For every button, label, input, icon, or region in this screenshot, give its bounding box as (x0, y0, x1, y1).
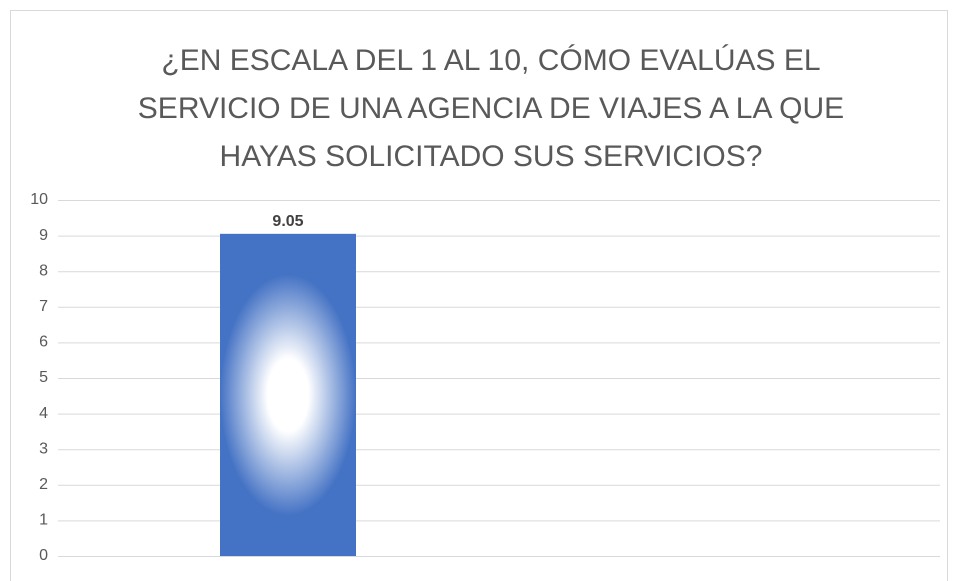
y-tick-label: 10 (30, 191, 48, 208)
title-line: HAYAS SOLICITADO SUS SERVICIOS? (220, 140, 763, 173)
y-tick-label: 3 (39, 440, 48, 457)
y-tick-label: 1 (39, 512, 48, 529)
y-tick-label: 6 (39, 334, 48, 351)
chart-title: ¿EN ESCALA DEL 1 AL 10, CÓMO EVALÚAS EL S… (138, 44, 844, 173)
y-tick-label: 2 (39, 476, 48, 493)
y-tick-label: 0 (39, 547, 48, 564)
title-line: ¿EN ESCALA DEL 1 AL 10, CÓMO EVALÚAS EL (161, 44, 820, 77)
y-tick-label: 4 (39, 405, 48, 422)
y-tick-label: 5 (39, 369, 48, 386)
data-label: 9.05 (272, 213, 303, 230)
y-tick-label: 7 (39, 298, 48, 315)
y-tick-label: 8 (39, 262, 48, 279)
chart-border (10, 10, 948, 581)
title-line: SERVICIO DE UNA AGENCIA DE VIAJES A LA Q… (138, 92, 844, 125)
y-tick-label: 9 (39, 227, 48, 244)
bar (220, 233, 356, 556)
